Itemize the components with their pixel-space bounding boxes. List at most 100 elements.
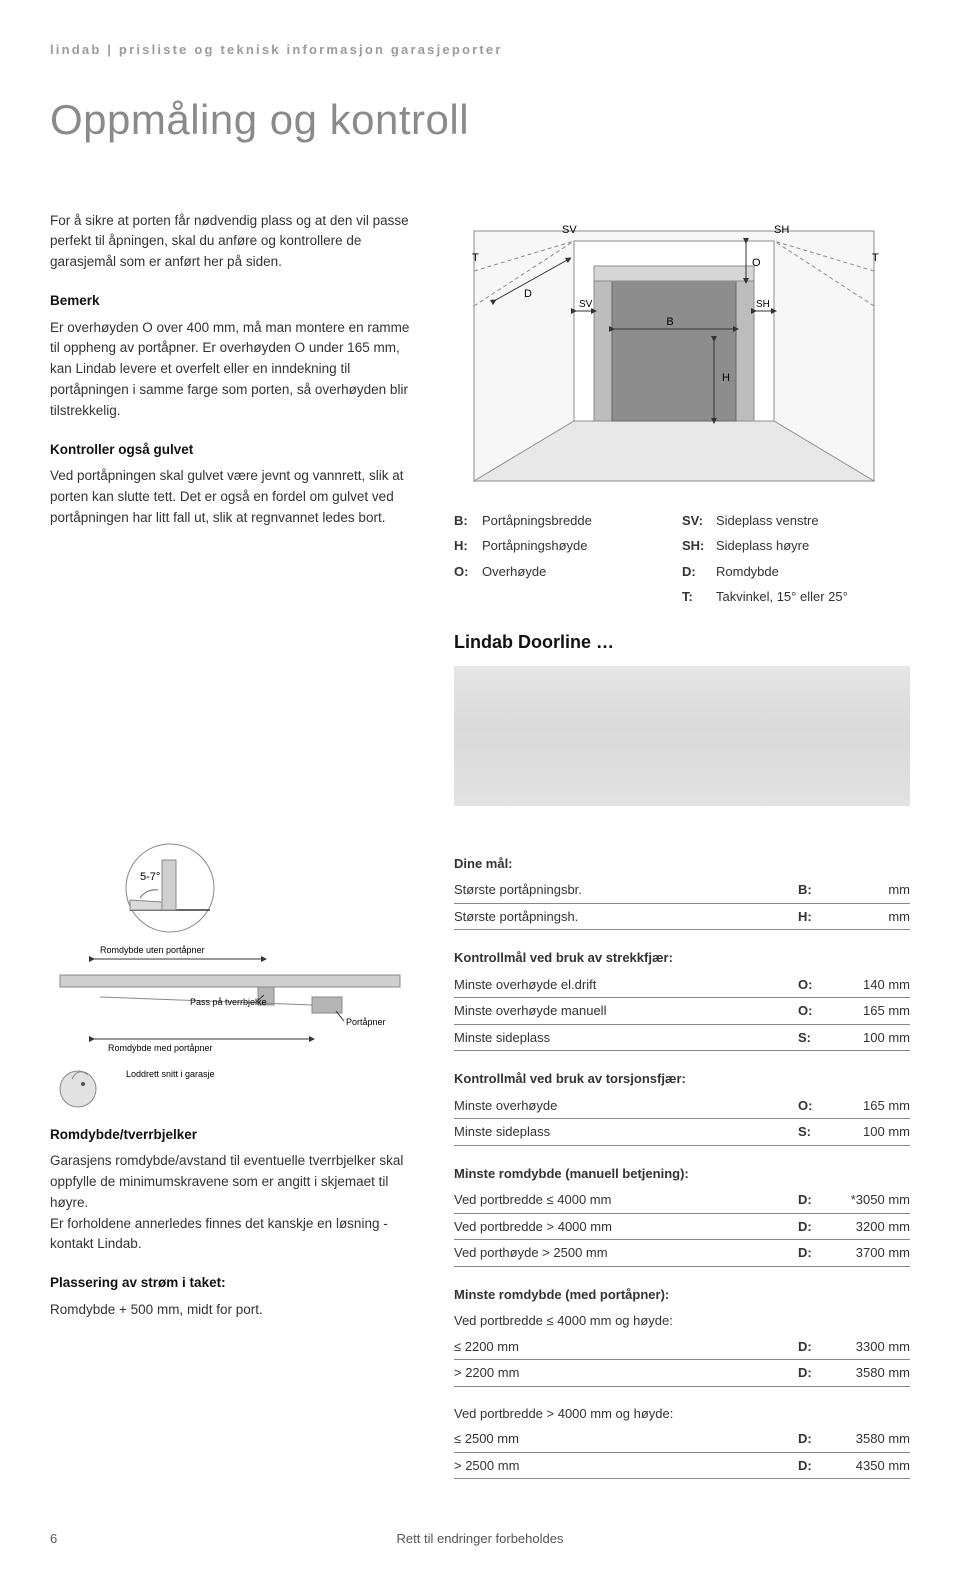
meas-key: D: (798, 1243, 830, 1263)
lg-k-6 (454, 587, 476, 607)
meas-label: Minste overhøyde el.drift (454, 975, 798, 995)
k2-rows: Minste overhøydeO:165 mmMinste sideplass… (454, 1093, 910, 1146)
meas-row: > 2500 mmD:4350 mm (454, 1453, 910, 1480)
romdybde-heading: Romdybde/tverrbjelker (50, 1125, 420, 1145)
angle-label: 5-7° (140, 871, 160, 883)
meas-val: 165 mm (830, 1096, 910, 1116)
dine-maal-head: Dine mål: (454, 854, 910, 874)
page-footer: 6 Rett til endringer forbeholdes (50, 1529, 910, 1549)
med-sub1: Ved portbredde ≤ 4000 mm og høyde: (454, 1308, 910, 1334)
dd-snitt: Loddrett snitt i garasje (126, 1069, 215, 1079)
k1-head: Kontrollmål ved bruk av strekkfjær: (454, 948, 910, 968)
meas-key: D: (798, 1190, 830, 1210)
meas-val: mm (830, 907, 910, 927)
lbl-b: B (666, 316, 673, 328)
meas-label: Minste overhøyde (454, 1096, 798, 1116)
lbl-sh: SH (774, 224, 789, 236)
gulv-heading: Kontroller også gulvet (50, 440, 420, 460)
lbl-d: D (524, 288, 532, 300)
meas-key: D: (798, 1429, 830, 1449)
depth-diagram: Romdybde uten portåpner Pass på tverrbje… (50, 939, 410, 1119)
meas-row: Ved porthøyde > 2500 mmD:3700 mm (454, 1240, 910, 1267)
page: lindab | prisliste og teknisk informasjo… (0, 0, 960, 1579)
med-head: Minste romdybde (med portåpner): (454, 1285, 910, 1305)
left-column: For å sikre at porten får nødvendig plas… (50, 211, 420, 806)
med-rows1: ≤ 2200 mmD:3300 mm> 2200 mmD:3580 mm (454, 1334, 910, 1387)
meas-key: D: (798, 1363, 830, 1383)
meas-val: 100 mm (830, 1028, 910, 1048)
meas-val: 3580 mm (830, 1363, 910, 1383)
meas-val: 100 mm (830, 1122, 910, 1142)
meas-key: B: (798, 880, 830, 900)
strom-body: Romdybde + 500 mm, midt for port. (50, 1300, 420, 1321)
right-column: B H O SV SH SV SH D (454, 211, 910, 806)
romdybde-body: Garasjens romdybde/avstand til eventuell… (50, 1151, 420, 1256)
lg-k-4: O: (454, 562, 476, 582)
meas-label: Minste sideplass (454, 1028, 798, 1048)
med-sub2: Ved portbredde > 4000 mm og høyde: (454, 1401, 910, 1427)
lg-v-2: Portåpningshøyde (482, 536, 676, 556)
lg-v-6 (482, 587, 676, 607)
lbl-sv: SV (562, 224, 577, 236)
meas-val: 165 mm (830, 1001, 910, 1021)
lbl-o: O (752, 257, 761, 269)
meas-label: Minste sideplass (454, 1122, 798, 1142)
lg-v-7: Takvinkel, 15° eller 25° (716, 587, 910, 607)
upper-columns: For å sikre at porten får nødvendig plas… (50, 211, 910, 806)
lg-k-5: D: (682, 562, 710, 582)
meas-row: ≤ 2500 mmD:3580 mm (454, 1426, 910, 1453)
lower-columns: 5-7° (50, 816, 910, 1480)
lg-v-4: Overhøyde (482, 562, 676, 582)
meas-key: H: (798, 907, 830, 927)
meas-val: *3050 mm (830, 1190, 910, 1210)
lg-v-3: Sideplass høyre (716, 536, 910, 556)
meas-row: > 2200 mmD:3580 mm (454, 1360, 910, 1387)
meas-val: mm (830, 880, 910, 900)
garage-diagram: B H O SV SH SV SH D (454, 211, 894, 521)
lbl-sh2: SH (756, 299, 770, 310)
meas-key: S: (798, 1122, 830, 1142)
meas-label: ≤ 2500 mm (454, 1429, 798, 1449)
meas-row: Ved portbredde > 4000 mmD:3200 mm (454, 1214, 910, 1241)
dd-portapner: Portåpner (346, 1017, 386, 1027)
footer-text: Rett til endringer forbeholdes (80, 1529, 880, 1549)
meas-row: Minste sideplassS:100 mm (454, 1025, 910, 1052)
meas-key: D: (798, 1456, 830, 1476)
meas-key: O: (798, 1001, 830, 1021)
meas-key: D: (798, 1337, 830, 1357)
gulv-body: Ved portåpningen skal gulvet være jevnt … (50, 466, 420, 529)
doorline-texture (454, 666, 910, 806)
meas-row: Største portåpningsbr.B:mm (454, 877, 910, 904)
meas-row: ≤ 2200 mmD:3300 mm (454, 1334, 910, 1361)
med-rows2: ≤ 2500 mmD:3580 mm> 2500 mmD:4350 mm (454, 1426, 910, 1479)
meas-val: 3200 mm (830, 1217, 910, 1237)
bemerk-heading: Bemerk (50, 291, 420, 311)
meas-label: Ved portbredde ≤ 4000 mm (454, 1190, 798, 1210)
meas-label: Ved portbredde > 4000 mm (454, 1217, 798, 1237)
lower-right: Dine mål: Største portåpningsbr.B:mmStør… (454, 816, 910, 1480)
meas-key: O: (798, 975, 830, 995)
meas-label: > 2200 mm (454, 1363, 798, 1383)
meas-row: Ved portbredde ≤ 4000 mmD:*3050 mm (454, 1187, 910, 1214)
meas-val: 140 mm (830, 975, 910, 995)
lbl-h: H (722, 372, 730, 384)
meas-val: 3580 mm (830, 1429, 910, 1449)
meas-label: ≤ 2200 mm (454, 1337, 798, 1357)
lower-left: 5-7° (50, 816, 420, 1480)
angle-diagram: 5-7° (110, 840, 230, 935)
strom-heading: Plassering av strøm i taket: (50, 1273, 420, 1293)
rows-user: Største portåpningsbr.B:mmStørste portåp… (454, 877, 910, 930)
meas-val: 4350 mm (830, 1456, 910, 1476)
lg-k-7: T: (682, 587, 710, 607)
page-title: Oppmåling og kontroll (50, 88, 910, 151)
intro-text: For å sikre at porten får nødvendig plas… (50, 211, 420, 274)
meas-key: D: (798, 1217, 830, 1237)
dd-rom-med: Romdybde med portåpner (108, 1043, 213, 1053)
lbl-sv2: SV (579, 299, 593, 310)
meas-val: 3700 mm (830, 1243, 910, 1263)
man-head: Minste romdybde (manuell betjening): (454, 1164, 910, 1184)
meas-label: Største portåpningsbr. (454, 880, 798, 900)
k1-rows: Minste overhøyde el.driftO:140 mm Minste … (454, 972, 910, 1052)
lg-k-2: H: (454, 536, 476, 556)
bemerk-body: Er overhøyden O over 400 mm, må man mont… (50, 318, 420, 423)
